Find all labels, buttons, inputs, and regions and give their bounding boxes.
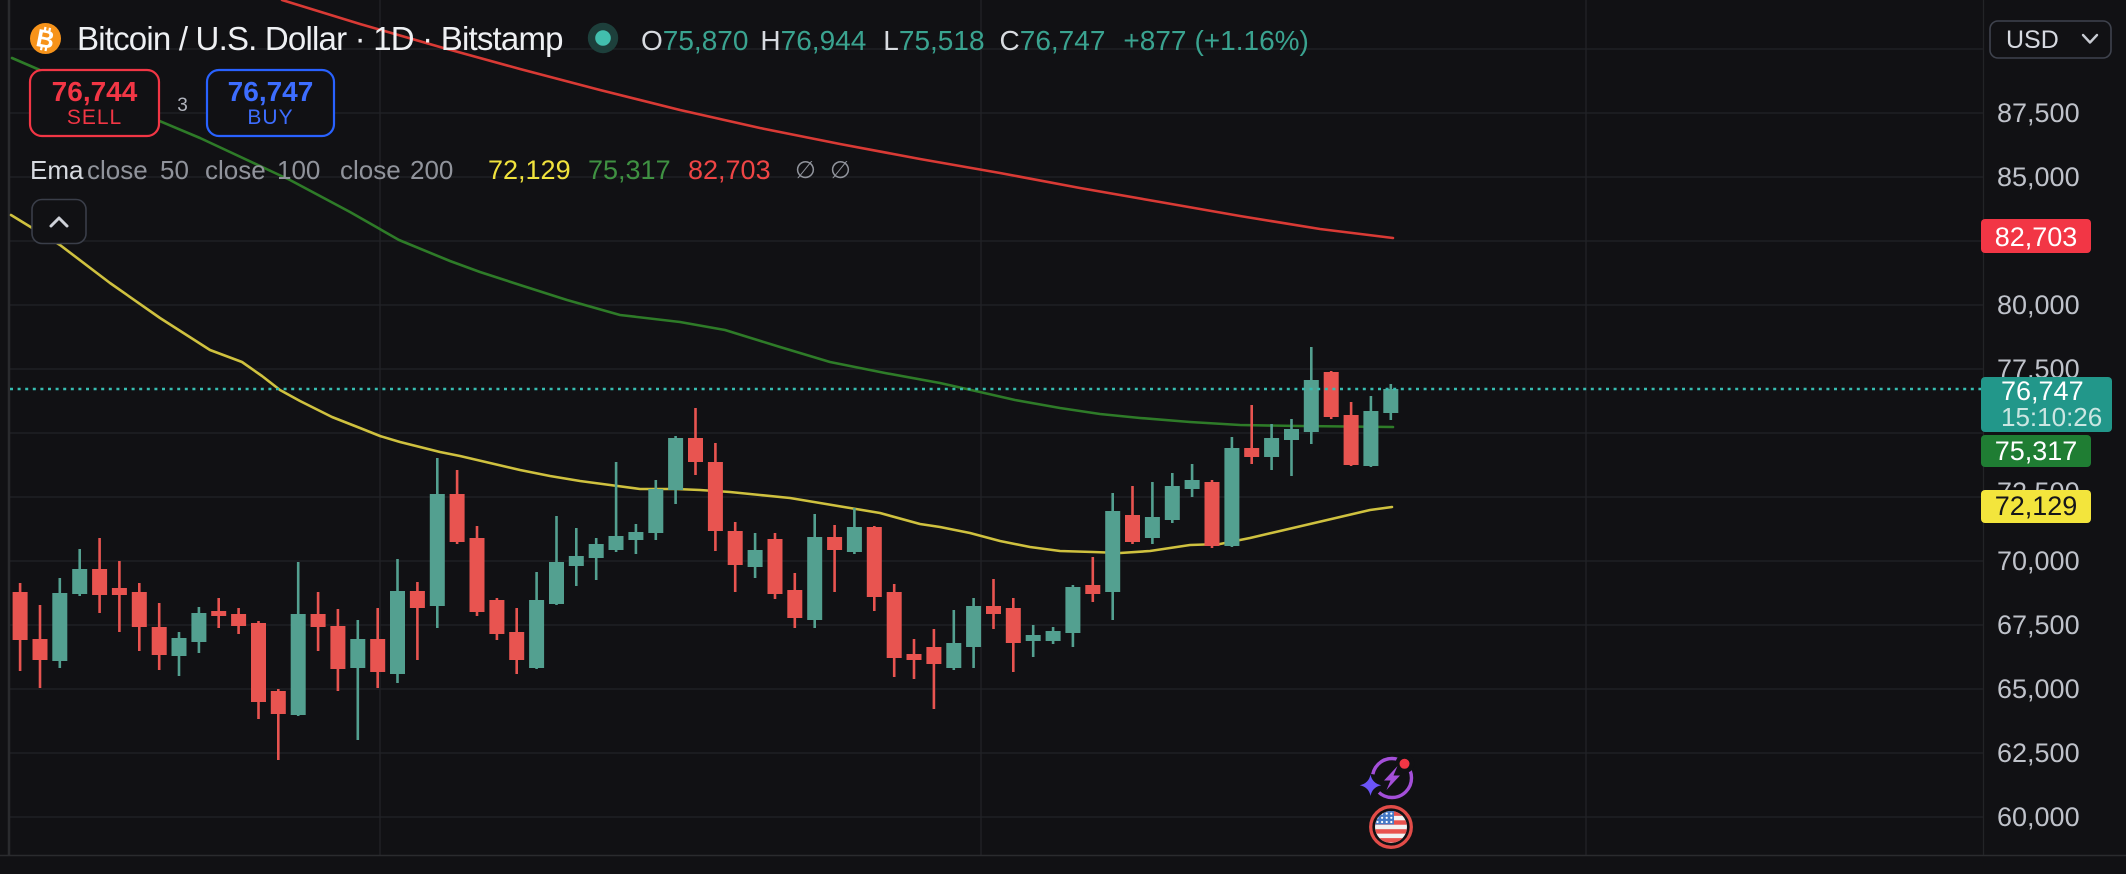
svg-text:BUY: BUY bbox=[247, 106, 293, 129]
svg-text:82,703: 82,703 bbox=[688, 155, 771, 185]
svg-text:85,000: 85,000 bbox=[1997, 162, 2080, 192]
svg-text:82,703: 82,703 bbox=[1995, 222, 2078, 252]
svg-text:76,744: 76,744 bbox=[52, 76, 138, 107]
svg-text:62,500: 62,500 bbox=[1997, 738, 2080, 768]
svg-text:50: 50 bbox=[160, 155, 189, 185]
svg-text:USD: USD bbox=[2006, 26, 2059, 54]
svg-text:87,500: 87,500 bbox=[1997, 98, 2080, 128]
svg-text:SELL: SELL bbox=[67, 106, 122, 129]
svg-text:76,747: 76,747 bbox=[2001, 376, 2084, 406]
svg-text:67,500: 67,500 bbox=[1997, 610, 2080, 640]
svg-text:∅: ∅ bbox=[830, 157, 851, 184]
svg-text:3: 3 bbox=[177, 95, 188, 116]
svg-text:close: close bbox=[87, 155, 148, 185]
svg-text:60,000: 60,000 bbox=[1997, 802, 2080, 832]
svg-text:close: close bbox=[205, 155, 266, 185]
svg-text:75,317: 75,317 bbox=[1995, 436, 2078, 466]
svg-text:close: close bbox=[340, 155, 401, 185]
svg-text:B: B bbox=[34, 24, 57, 55]
svg-text:100: 100 bbox=[277, 155, 320, 185]
svg-text:72,129: 72,129 bbox=[1995, 491, 2078, 521]
svg-text:∅: ∅ bbox=[795, 157, 816, 184]
svg-text:70,000: 70,000 bbox=[1997, 546, 2080, 576]
svg-text:65,000: 65,000 bbox=[1997, 674, 2080, 704]
svg-text:Ema: Ema bbox=[30, 155, 84, 185]
svg-text:200: 200 bbox=[410, 155, 453, 185]
svg-text:15:10:26: 15:10:26 bbox=[2001, 402, 2102, 432]
svg-text:Bitcoin / U.S. Dollar · 1D · B: Bitcoin / U.S. Dollar · 1D · Bitstamp bbox=[77, 20, 563, 57]
svg-text:72,129: 72,129 bbox=[488, 155, 571, 185]
svg-text:76,747: 76,747 bbox=[228, 76, 314, 107]
svg-text:80,000: 80,000 bbox=[1997, 290, 2080, 320]
svg-text:75,317: 75,317 bbox=[588, 155, 671, 185]
